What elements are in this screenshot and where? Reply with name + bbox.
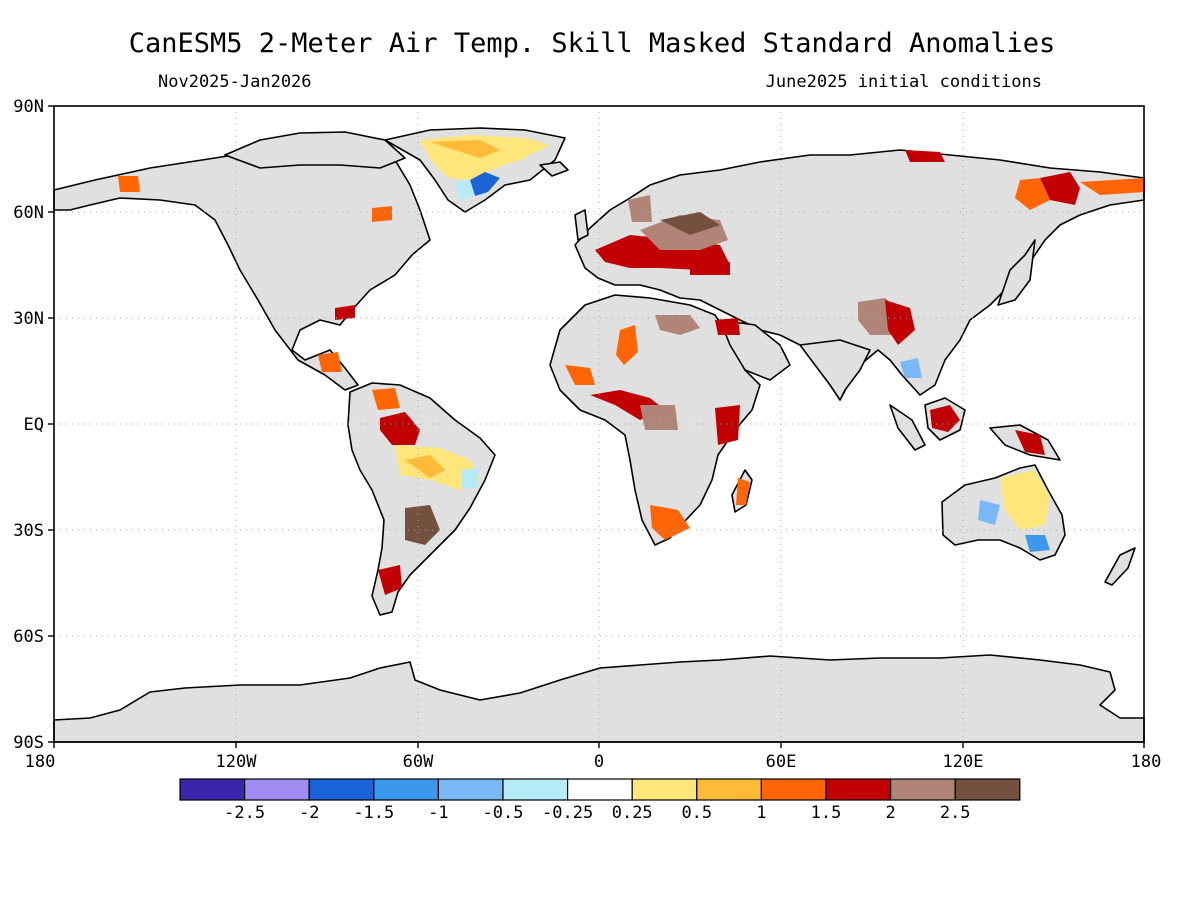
lat-label-60s: 60S [13,627,44,647]
initial-conditions: June2025 initial conditions [766,72,1042,92]
borneo-red-patch [930,405,960,432]
colorbar-swatch [696,778,762,801]
colombia-orange-patch [372,388,400,410]
longitude-labels: 180 120W 60W 0 60E 120E 180 [25,752,1162,772]
lon-label-60w: 60W [403,752,434,772]
lat-label-30n: 30N [13,309,44,329]
colorbar-swatch [954,778,1021,801]
antarctica [53,654,1145,743]
mexico-orange-patch [318,352,342,372]
indian-subcontinent [799,339,871,401]
colorbar-label: 1.5 [811,803,842,823]
lon-label-120w: 120W [216,752,258,772]
colorbar-label: -1.5 [353,803,394,823]
far-east-orange-patch [1080,178,1144,195]
iceland [539,161,569,177]
canadian-arctic-islands [224,131,406,169]
colorbar-swatch [502,778,569,801]
colorbar: -2.5 -2 -1.5 -1 -0.5 -0.25 0.25 0.5 1 1.5 2 2.5 [179,778,1021,823]
latitude-labels: 90N 60N 30N EQ 30S 60S 90S [13,97,44,753]
new-zealand [1104,547,1136,586]
anomaly-patches [118,135,1144,595]
colorbar-label: 0.25 [612,803,653,823]
colorbar-boxes [179,778,1021,801]
lon-label-0: 0 [594,752,604,772]
colorbar-swatch [889,778,956,801]
colorbar-swatch [825,778,892,801]
madagascar-orange-patch [736,478,750,505]
lon-label-180w: 180 [25,752,56,772]
brazil-light-blue-patch [462,468,478,488]
south-africa-orange-patch [650,505,690,540]
colorbar-label: -0.25 [542,803,593,823]
colorbar-label: 2 [885,803,895,823]
colorbar-swatch [760,778,827,801]
grid-lines [54,106,1144,742]
colorbar-swatch [244,778,310,801]
map-panel: 90N 60N 30N EQ 30S 60S 90S 180 120W 60W … [13,97,1161,772]
europe-dark-brown-patch [660,212,720,235]
indochina-cold-patch [900,358,922,378]
lon-label-180e: 180 [1131,752,1162,772]
colorbar-swatch [308,778,375,801]
colorbar-label: 0.5 [681,803,712,823]
greenland-light-cold-patch [455,180,475,200]
british-isles [574,209,589,241]
colorbar-labels: -2.5 -2 -1.5 -1 -0.5 -0.25 0.25 0.5 1 1.5 2 2.5 [224,803,970,823]
lon-label-120e: 120E [943,752,984,772]
colorbar-label: 1 [756,803,766,823]
alaska-orange-patch [118,176,140,192]
china-red-patch [885,300,915,345]
central-africa-brown-patch [640,405,678,430]
axis-ticks [48,105,1145,748]
scandinavia-brown-patch [628,195,652,222]
amazon-red-patch [380,412,420,445]
eurasia [574,149,1145,401]
greenland-strong-warm-patch [430,140,500,158]
south-america [347,382,496,616]
black-sea-red-patch [690,262,730,275]
japan [997,239,1036,306]
middle-east-red-patch [715,318,740,335]
ne-siberia-red-patch [1040,172,1080,205]
map-title: CanESM5 2-Meter Air Temp. Skill Masked S… [129,28,1056,59]
colorbar-label: -2 [299,803,319,823]
lat-label-eq: EQ [24,415,44,435]
hudson-orange-patch [372,206,392,222]
colorbar-swatch [373,778,439,801]
forecast-period: Nov2025-Jan2026 [158,72,312,92]
lat-label-60n: 60N [13,203,44,223]
new-guinea-red-patch [1015,430,1045,455]
north-africa-brown-patch [655,315,700,335]
colorbar-label: -2.5 [224,803,265,823]
lat-label-90n: 90N [13,97,44,117]
se-australia-blue-patch [1025,535,1050,552]
east-africa-red-patch [715,405,740,445]
patagonia-red-patch [378,565,402,595]
west-africa-orange-patch [565,365,595,385]
australia-light-blue-patch [978,500,1000,525]
colorbar-swatch [437,778,504,801]
greenland-cold-patch [470,172,500,196]
colorbar-label: 2.5 [940,803,971,823]
australia-yellow-patch [1000,470,1050,530]
lat-label-30s: 30S [13,521,44,541]
lat-label-90s: 90S [13,733,44,753]
colorbar-label: -0.5 [483,803,524,823]
colorbar-swatch [631,778,698,801]
taimyr-red-patch [905,150,945,162]
brazil-orange-patch [405,455,445,478]
lon-label-60e: 60E [766,752,797,772]
us-east-red-patch [335,305,355,320]
ne-siberia-orange-patch [1015,178,1050,210]
colorbar-swatch [566,778,633,801]
colorbar-swatch [179,778,246,801]
sahel-orange-patch [616,325,638,365]
sumatra [889,404,926,451]
paraguay-brown-patch [405,505,440,545]
colorbar-label: -1 [428,803,448,823]
